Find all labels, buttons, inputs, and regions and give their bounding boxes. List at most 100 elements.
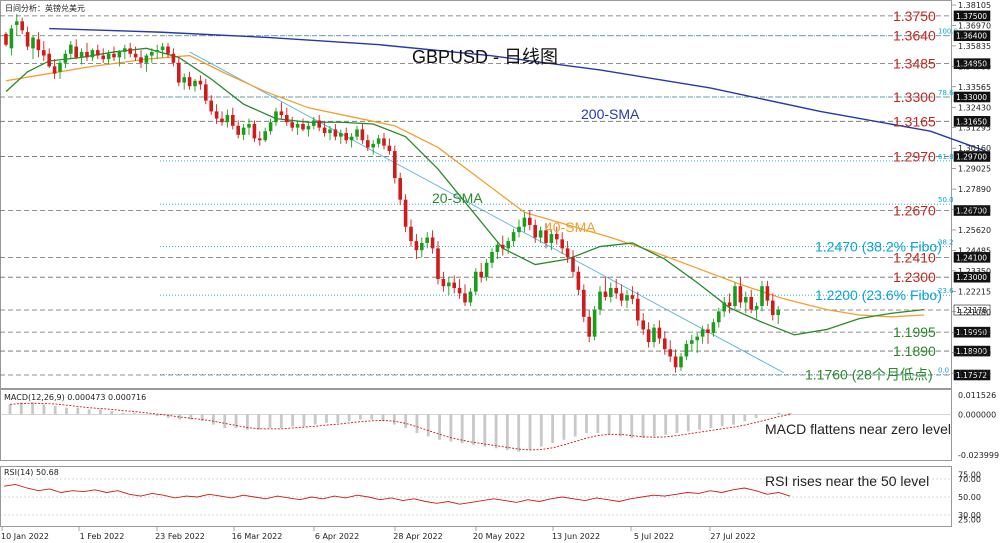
macd-bar	[370, 414, 374, 420]
candle-body	[295, 124, 300, 128]
rsi-tick-label: 50.00	[958, 493, 981, 502]
sma40-line	[5, 54, 925, 318]
macd-bar	[19, 402, 23, 415]
candle-body	[582, 289, 586, 317]
candle-body	[447, 282, 451, 287]
candle-body	[139, 57, 143, 63]
chart-frame	[0, 0, 952, 527]
candle-body	[274, 111, 278, 123]
candle-body	[625, 295, 629, 301]
level-label: 1.3750	[893, 8, 936, 24]
candle-body	[403, 199, 408, 227]
candle-body	[117, 51, 122, 58]
macd-bar	[607, 414, 611, 435]
x-tick-label: 13 Jun 2022	[552, 532, 600, 541]
candle-body	[657, 327, 662, 339]
y-tick-label: 1.35835	[958, 42, 991, 51]
macd-bar	[121, 412, 125, 415]
candle-body	[436, 248, 440, 279]
candle-body	[306, 125, 311, 130]
macd-bar	[562, 414, 566, 440]
macd-bar	[8, 404, 12, 415]
macd-bar	[189, 414, 193, 420]
macd-bar	[517, 414, 521, 452]
macd-bar	[42, 404, 46, 415]
candle-body	[36, 39, 41, 51]
level-label: 1.3640	[893, 28, 936, 44]
macd-bar	[619, 414, 622, 437]
sma200-annotation: 200-SMA	[581, 106, 640, 122]
price-box	[953, 252, 991, 263]
fib-label: 0.0	[938, 366, 949, 374]
candle-body	[468, 291, 473, 303]
macd-bar	[788, 412, 792, 415]
candle-body	[252, 124, 257, 139]
candle-body	[128, 48, 132, 54]
candle-body	[506, 241, 510, 249]
candle-body	[247, 124, 251, 128]
macd-bar	[754, 414, 758, 418]
candle-body	[549, 233, 554, 243]
macd-bar	[291, 414, 295, 427]
price-box-label: 1.34850	[956, 60, 987, 69]
macd-bar	[777, 412, 781, 415]
candle-body	[20, 21, 24, 31]
candle-body	[760, 286, 764, 307]
macd-bar	[65, 407, 68, 415]
price-box	[953, 30, 991, 42]
candle-body	[236, 125, 240, 135]
sma20-annotation: 20-SMA	[432, 190, 483, 206]
x-tick-label: 20 May 2022	[473, 532, 525, 541]
macd-bar	[596, 414, 600, 434]
y-tick-label: 1.24485	[958, 246, 991, 255]
candle-body	[409, 226, 413, 242]
fib-label: 100.0	[938, 28, 958, 36]
candle-body	[387, 145, 392, 152]
y-tick-label: 1.26755	[958, 206, 991, 215]
candle-body	[344, 133, 348, 141]
candle-body	[738, 286, 743, 303]
price-box-label: 1.36400	[956, 32, 987, 41]
macd-bar	[31, 402, 35, 415]
macd-bar	[347, 414, 351, 422]
candle-body	[160, 46, 165, 51]
level-label: 1.1890	[893, 343, 936, 359]
level-label: 1.2410	[893, 249, 936, 265]
rsi-tick-label: 30.00	[958, 511, 981, 520]
candle-body	[598, 291, 602, 310]
macd-bar	[494, 414, 498, 449]
price-box	[953, 10, 991, 22]
macd-bar	[76, 407, 80, 415]
level-label: 1.2670	[893, 203, 936, 219]
macd-bar	[279, 414, 283, 428]
y-tick-label: 1.25620	[958, 226, 991, 235]
price-box	[953, 304, 991, 316]
fib-label: 23.6	[938, 287, 954, 295]
candle-body	[9, 28, 14, 49]
macd-bar	[381, 414, 385, 422]
macd-bar	[664, 414, 668, 435]
channel-line	[189, 51, 784, 374]
macd-bar	[528, 414, 532, 450]
price-box	[953, 58, 991, 69]
macd-bar	[505, 414, 509, 450]
candle-body	[220, 118, 224, 123]
fib-label: 78.6	[938, 89, 954, 97]
level-label: 1.3165	[893, 113, 936, 129]
level-label: 1.3485	[893, 56, 936, 72]
candle-body	[182, 77, 186, 83]
candle-body	[684, 343, 689, 357]
candle-body	[198, 80, 203, 85]
macd-bar	[99, 409, 102, 415]
candle-body	[776, 309, 780, 316]
macd-bar	[573, 414, 577, 437]
candle-body	[290, 122, 294, 128]
macd-bar	[709, 414, 713, 428]
candle-body	[765, 286, 770, 301]
candle-body	[673, 356, 678, 368]
rsi-tick-label: 75.00	[958, 471, 981, 480]
price-box-label: 1.18900	[956, 347, 987, 356]
candle-body	[393, 151, 397, 179]
candle-body	[155, 50, 159, 52]
